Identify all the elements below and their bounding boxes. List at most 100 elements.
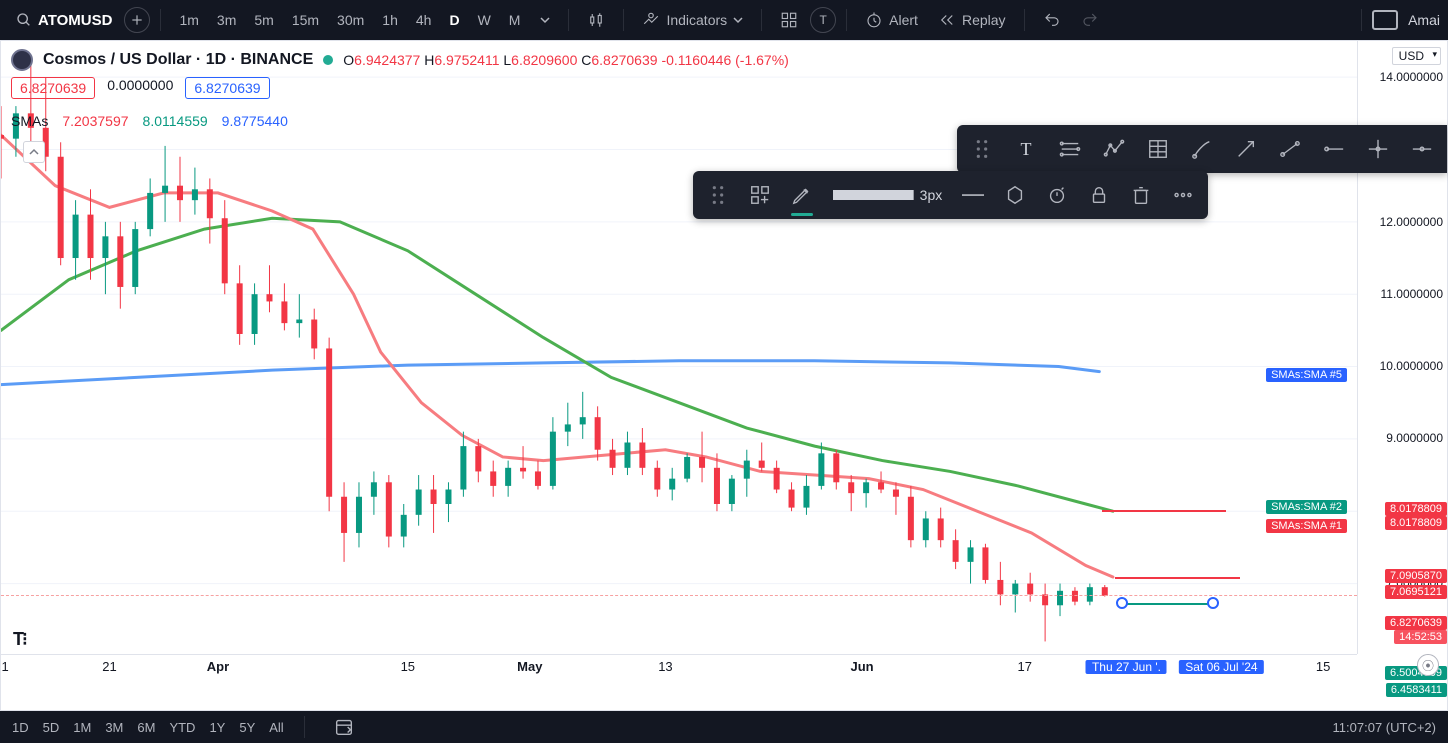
price-tag: 8.0178809 [1385,502,1447,516]
drawn-line[interactable] [1115,577,1240,579]
interval-D[interactable]: D [441,8,467,32]
line-handle[interactable] [1207,597,1219,609]
interval-more[interactable] [532,11,558,29]
range-6M[interactable]: 6M [137,720,155,735]
interval-W[interactable]: W [470,8,499,32]
redo-button[interactable] [1073,7,1107,33]
go-to-date-button[interactable]: ⦿ [1417,654,1439,676]
price-box: 0.0000000 [107,77,173,99]
grab-handle-icon[interactable] [707,184,729,206]
alert-button[interactable]: Alert [857,7,926,33]
settings-icon[interactable] [1004,184,1026,206]
market-status-dot [323,55,333,65]
y-tick: 10.0000000 [1380,359,1443,373]
price-tag: 8.0178809 [1385,516,1447,530]
undo-icon [1043,11,1061,29]
chart-header: Cosmos / US Dollar · 1D · BINANCE O6.942… [11,49,789,71]
magnet-tool-icon[interactable] [1411,138,1433,160]
tradingview-logo: T⁝ [13,629,26,650]
cross-tool-icon[interactable] [1367,138,1389,160]
grab-handle-icon[interactable] [971,138,993,160]
interval-5m[interactable]: 5m [246,8,281,32]
text-tool-icon[interactable]: T [1015,138,1037,160]
symbol-search[interactable]: ATOMUSD [8,8,120,33]
delete-icon[interactable] [1130,184,1152,206]
arrow-tool-icon[interactable] [1235,138,1257,160]
interval-3m[interactable]: 3m [209,8,244,32]
indicators-icon [642,11,660,29]
current-price-line [1,595,1357,596]
brush-tool-icon[interactable] [1191,138,1213,160]
layout-button[interactable] [1372,10,1398,30]
sma-value: 8.0114559 [143,113,208,129]
chart-style-button[interactable] [579,7,613,33]
interval-1h[interactable]: 1h [374,8,406,32]
active-drawn-line[interactable] [1122,603,1213,605]
indicators-label: Indicators [666,12,727,28]
interval-M[interactable]: M [501,8,529,32]
interval-list: 1m3m5m15m30m1h4hDWM [171,8,528,32]
interval-30m[interactable]: 30m [329,8,372,32]
collapse-toggle[interactable] [23,141,45,163]
templates-button[interactable] [772,7,806,33]
lock-icon[interactable] [1088,184,1110,206]
chevron-up-icon [29,147,39,157]
x-axis[interactable]: 121Apr15May13Jun17Thu 27 Jun '.Sat 06 Ju… [1,654,1357,678]
chart-pane[interactable]: Cosmos / US Dollar · 1D · BINANCE O6.942… [0,40,1448,711]
ray-tool-icon[interactable] [1323,138,1345,160]
y-tick: 12.0000000 [1380,215,1443,229]
range-5Y[interactable]: 5Y [239,720,255,735]
templates-small-icon[interactable] [749,184,771,206]
template-t-button[interactable]: T [810,7,836,33]
line-style-icon[interactable] [962,184,984,206]
profile-label[interactable]: Amai [1408,12,1440,28]
interval-1m[interactable]: 1m [171,8,206,32]
smas-label: SMAs [11,113,48,129]
indicators-button[interactable]: Indicators [634,7,751,33]
lines-tool-icon[interactable] [1059,138,1081,160]
sma-tag: SMAs:SMA #2 [1266,500,1347,514]
alert-label: Alert [889,12,918,28]
price-box: 6.8270639 [11,77,95,99]
replay-button[interactable]: Replay [930,7,1014,33]
range-1Y[interactable]: 1Y [209,720,225,735]
grid-icon [780,11,798,29]
x-tick: 1 [1,659,8,674]
interval-4h[interactable]: 4h [408,8,440,32]
sma-tag: SMAs:SMA #5 [1266,368,1347,382]
price-boxes-row: 6.8270639 0.0000000 6.8270639 [11,77,270,99]
currency-select[interactable]: USD [1392,47,1441,65]
range-1M[interactable]: 1M [73,720,91,735]
interval-15m[interactable]: 15m [284,8,327,32]
sma-value: 7.2037597 [62,113,128,129]
price-box: 6.8270639 [185,77,269,99]
x-tick: 15 [1316,659,1330,674]
more-icon[interactable] [1172,184,1194,206]
undo-button[interactable] [1035,7,1069,33]
line-handle[interactable] [1116,597,1128,609]
x-tick: Apr [207,659,229,674]
date-range-icon[interactable] [333,716,355,738]
price-tag: 14:52:53 [1394,630,1447,644]
add-symbol-button[interactable] [124,7,150,33]
price-tag: 6.8270639 [1385,616,1447,630]
price-tag: 7.0905870 [1385,569,1447,583]
line-weight-icon[interactable]: 3px [833,184,942,206]
smas-row: SMAs 7.20375978.01145599.8775440 [11,113,302,129]
line-tool-icon[interactable] [1279,138,1301,160]
alert-icon [865,11,883,29]
range-YTD[interactable]: YTD [169,720,195,735]
color-picker-icon[interactable] [791,184,813,206]
price-tag: 7.0695121 [1385,585,1447,599]
patterns-tool-icon[interactable] [1103,138,1125,160]
search-icon [16,12,32,28]
alert-icon[interactable] [1046,184,1068,206]
candles-icon [587,11,605,29]
range-1D[interactable]: 1D [12,720,29,735]
range-3M[interactable]: 3M [105,720,123,735]
drawn-line[interactable] [1102,510,1227,512]
range-5D[interactable]: 5D [43,720,60,735]
clock-label[interactable]: 11:07:07 (UTC+2) [1333,720,1436,735]
fib-tool-icon[interactable] [1147,138,1169,160]
range-All[interactable]: All [269,720,283,735]
